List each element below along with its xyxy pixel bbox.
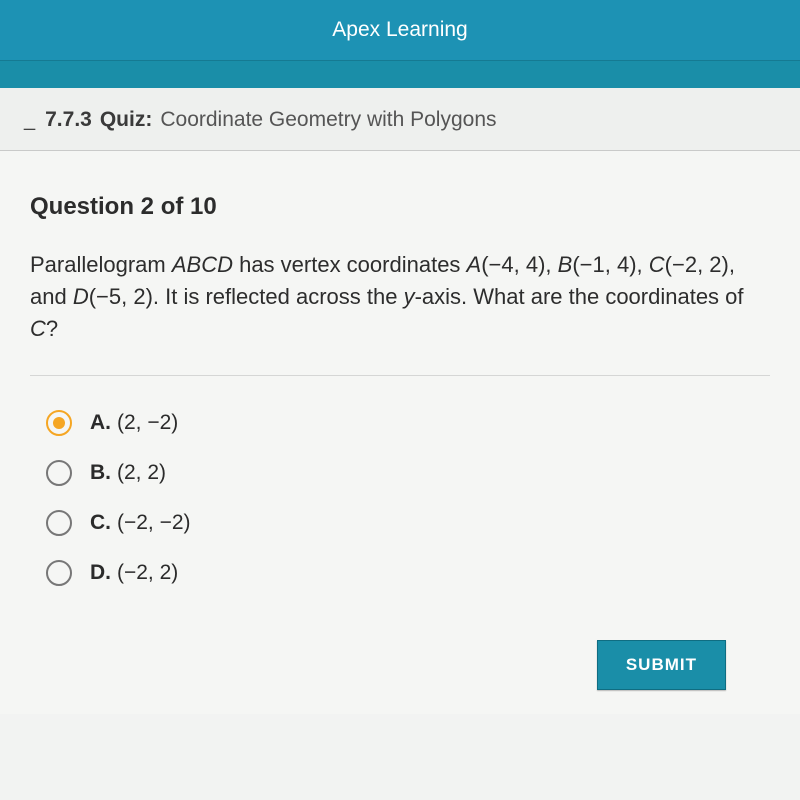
q-D-val: (−5, 2). It is reflected across the — [89, 284, 404, 309]
option-text: (2, 2) — [117, 461, 166, 484]
breadcrumb-bullet-icon: _ — [24, 109, 35, 132]
option-A[interactable]: A. (2, −2) — [46, 410, 770, 436]
option-text: (2, −2) — [117, 411, 178, 434]
option-D[interactable]: D. (−2, 2) — [46, 560, 770, 586]
q-qmark: ? — [46, 316, 58, 341]
breadcrumb-title: Coordinate Geometry with Polygons — [160, 108, 496, 132]
option-label: B. (2, 2) — [90, 461, 166, 485]
option-label: C. (−2, −2) — [90, 511, 191, 535]
option-label: A. (2, −2) — [90, 411, 178, 435]
question-counter: Question 2 of 10 — [30, 193, 770, 221]
radio-icon[interactable] — [46, 410, 72, 436]
option-B[interactable]: B. (2, 2) — [46, 460, 770, 486]
q-pre: Parallelogram — [30, 252, 172, 277]
radio-icon[interactable] — [46, 460, 72, 486]
app-title: Apex Learning — [332, 18, 467, 42]
breadcrumb-code: 7.7.3 — [45, 108, 92, 132]
option-letter: A. — [90, 411, 111, 434]
q-B-val: (−1, 4), — [572, 252, 648, 277]
breadcrumb: _ 7.7.3 Quiz: Coordinate Geometry with P… — [0, 88, 800, 151]
q-axis-label: y — [404, 284, 415, 309]
q-tail: -axis. What are the coordinates of — [415, 284, 744, 309]
option-text: (−2, −2) — [117, 511, 191, 534]
submit-row: SUBMIT — [30, 610, 770, 690]
option-letter: C. — [90, 511, 111, 534]
header-subband — [0, 60, 800, 88]
q-shape: ABCD — [172, 252, 233, 277]
options-list: A. (2, −2) B. (2, 2) C. (−2, −2) D. (−2, 2) — [30, 410, 770, 586]
breadcrumb-type: Quiz: — [100, 108, 153, 132]
q-C-label: C — [649, 252, 665, 277]
divider — [30, 375, 770, 376]
option-letter: D. — [90, 561, 111, 584]
radio-icon[interactable] — [46, 510, 72, 536]
option-C[interactable]: C. (−2, −2) — [46, 510, 770, 536]
q-ask-label: C — [30, 316, 46, 341]
question-panel: Question 2 of 10 Parallelogram ABCD has … — [0, 151, 800, 714]
option-text: (−2, 2) — [117, 561, 178, 584]
app-header: Apex Learning — [0, 0, 800, 60]
option-letter: B. — [90, 461, 111, 484]
q-B-label: B — [558, 252, 573, 277]
radio-icon[interactable] — [46, 560, 72, 586]
option-label: D. (−2, 2) — [90, 561, 178, 585]
q-mid: has vertex coordinates — [233, 252, 467, 277]
q-A-val: (−4, 4), — [481, 252, 557, 277]
q-A-label: A — [467, 252, 482, 277]
submit-button[interactable]: SUBMIT — [597, 640, 726, 690]
question-text: Parallelogram ABCD has vertex coordinate… — [30, 249, 770, 345]
q-D-label: D — [73, 284, 89, 309]
